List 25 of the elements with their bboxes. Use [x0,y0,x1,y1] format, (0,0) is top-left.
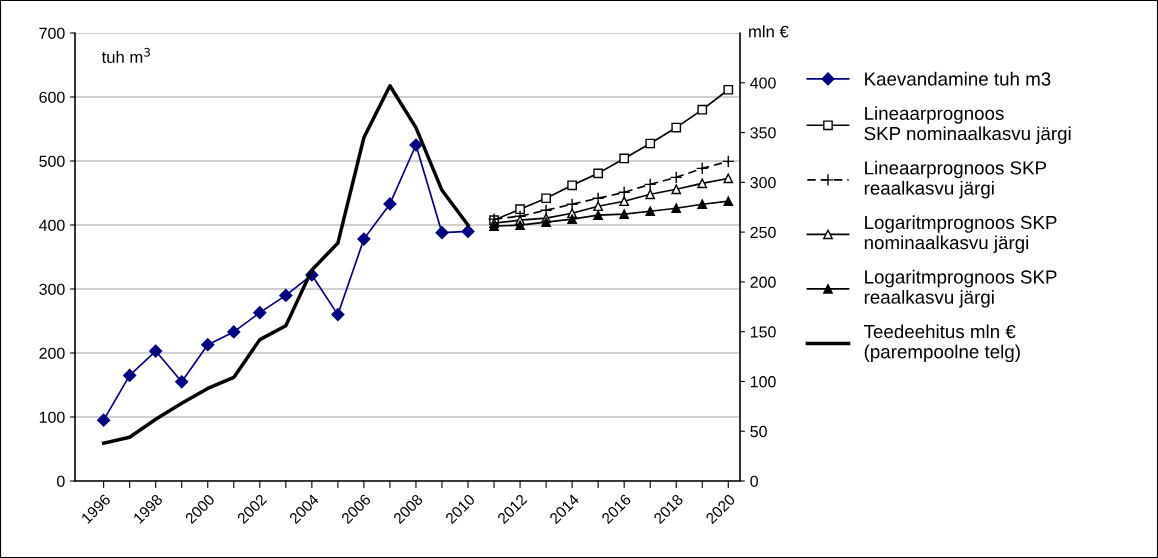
y2-axis-title: mln € [749,25,789,38]
y-tick-label: 600 [39,91,65,103]
y2-tick-label: 0 [750,475,758,487]
y2-tick-label: 50 [750,425,767,438]
y2-tick-label: 400 [750,77,776,89]
legend-label: Lineaarprognoos SKP nominaalkasvu järgi [864,106,1071,144]
y2-tick-label: 350 [750,127,776,139]
y2-tick-label: 150 [750,326,776,338]
y-tick-label: 400 [39,219,65,231]
legend-label: Kaevandamine tuh m3 [865,71,1051,86]
legend-label: Logaritmprognoos SKP nominaalkasvu järgi [864,215,1057,253]
y-tick-label: 100 [39,411,65,423]
legend-label: Lineaarprognoos SKP reaalkasvu järgi [864,160,1047,199]
y-tick-label: 200 [39,347,65,359]
y2-tick-label: 250 [750,226,776,239]
y2-tick-label: 300 [750,176,776,189]
legend-label: Logaritmprognoos SKP reaalkasvu järgi [864,269,1057,308]
y-axis-title: tuh m$^{3}$ [101,47,150,64]
legend-label: Teedeehitus mln € (parempoolne telg) [864,324,1020,363]
y-tick-label: 300 [39,283,65,295]
y-tick-label: 700 [39,27,65,39]
y2-tick-label: 200 [750,276,776,288]
y-tick-label: 500 [39,155,65,167]
y-tick-label: 0 [57,475,65,487]
y2-tick-label: 100 [750,376,776,388]
